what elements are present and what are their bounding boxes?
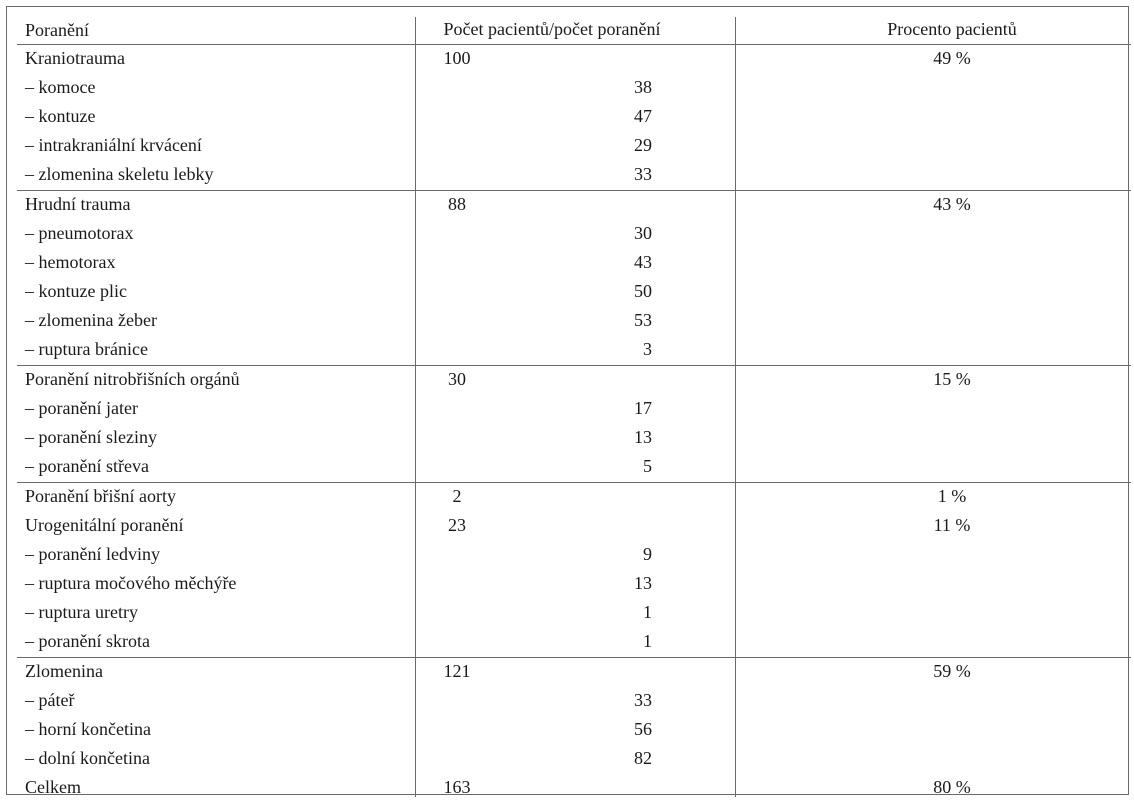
- row-patient-count: 2: [452, 486, 462, 506]
- table-body: Poranění Počet pacientů/počet poranění P…: [17, 17, 1131, 803]
- row-patient-count: 30: [448, 369, 466, 389]
- table-row: Zlomenina 121 59 %: [17, 657, 1131, 687]
- table-row: – zlomenina skeletu lebky 33: [17, 161, 1131, 190]
- row-injury-count: 13: [634, 573, 652, 593]
- row-injury-count: 33: [634, 164, 652, 184]
- row-label: – poranění ledviny: [25, 544, 160, 564]
- row-label: – poranění sleziny: [25, 427, 157, 447]
- table-row: – zlomenina žeber 53: [17, 307, 1131, 336]
- column-divider-1: [415, 17, 416, 797]
- row-label: – zlomenina žeber: [25, 310, 157, 330]
- row-label: – poranění jater: [25, 398, 138, 418]
- row-patient-count: 100: [443, 48, 471, 68]
- table-row: Poranění břišní aorty 2 1 %: [17, 482, 1131, 512]
- row-injury-count: 82: [634, 748, 652, 768]
- table-row: – kontuze 47: [17, 103, 1131, 132]
- row-injury-count: 29: [634, 135, 652, 155]
- row-label: – hemotorax: [25, 252, 116, 272]
- row-injury-count: 53: [634, 310, 652, 330]
- row-label: Urogenitální poranění: [25, 515, 184, 535]
- row-label: – kontuze: [25, 106, 96, 126]
- row-label: – zlomenina skeletu lebky: [25, 164, 214, 184]
- table-row: – poranění skrota 1: [17, 628, 1131, 657]
- table-row: – ruptura uretry 1: [17, 599, 1131, 628]
- table-row: Urogenitální poranění 23 11 %: [17, 512, 1131, 541]
- row-injury-count: 5: [643, 456, 652, 476]
- row-patient-count: 121: [443, 661, 471, 681]
- row-injury-count: 43: [634, 252, 652, 272]
- row-label: Kraniotrauma: [25, 48, 125, 68]
- table-row: Hrudní trauma 88 43 %: [17, 190, 1131, 220]
- row-label: Poranění břišní aorty: [25, 486, 176, 506]
- table-row: – kontuze plic 50: [17, 278, 1131, 307]
- row-label: – kontuze plic: [25, 281, 127, 301]
- table-row: – hemotorax 43: [17, 249, 1131, 278]
- table-row: – intrakraniální krvácení 29: [17, 132, 1131, 161]
- table-row: – poranění ledviny 9: [17, 541, 1131, 570]
- row-injury-count: 33: [634, 690, 652, 710]
- row-injury-count: 3: [643, 339, 652, 359]
- row-injury-count: 13: [634, 427, 652, 447]
- table-row: Celkem 163 80 %: [17, 774, 1131, 803]
- row-label: Poranění nitrobřišních orgánů: [25, 369, 240, 389]
- table-row: – horní končetina 56: [17, 716, 1131, 745]
- row-percent: 80 %: [933, 777, 971, 797]
- row-injury-count: 56: [634, 719, 652, 739]
- table-row: – poranění sleziny 13: [17, 424, 1131, 453]
- row-injury-count: 30: [634, 223, 652, 243]
- table-row: Poranění nitrobřišních orgánů 30 15 %: [17, 365, 1131, 395]
- row-label: – páteř: [25, 690, 75, 710]
- row-injury-count: 47: [634, 106, 652, 126]
- row-patient-count: 88: [448, 194, 466, 214]
- row-label: – komoce: [25, 77, 96, 97]
- row-percent: 15 %: [933, 369, 971, 389]
- header-patient-count: Počet pacientů/počet poranění: [443, 19, 661, 39]
- table-row: – ruptura bránice 3: [17, 336, 1131, 365]
- table-row: – pneumotorax 30: [17, 220, 1131, 249]
- row-label: – ruptura močového měchýře: [25, 573, 237, 593]
- row-injury-count: 1: [643, 631, 652, 651]
- table-row: Kraniotrauma 100 49 %: [17, 45, 1131, 74]
- row-label: – dolní končetina: [25, 748, 150, 768]
- row-label: – pneumotorax: [25, 223, 134, 243]
- row-injury-count: 9: [643, 544, 652, 564]
- table-row: – komoce 38: [17, 74, 1131, 103]
- row-label: – intrakraniální krvácení: [25, 135, 202, 155]
- header-patient-percent: Procento pacientů: [887, 19, 1017, 39]
- table-header-row: Poranění Počet pacientů/počet poranění P…: [17, 17, 1131, 45]
- row-percent: 1 %: [937, 486, 967, 506]
- row-patient-count: 163: [443, 777, 471, 797]
- row-percent: 49 %: [933, 48, 971, 68]
- row-injury-count: 1: [643, 602, 652, 622]
- table-row: – ruptura močového měchýře 13: [17, 570, 1131, 599]
- row-label: Zlomenina: [25, 661, 103, 681]
- table-row: – poranění střeva 5: [17, 453, 1131, 482]
- header-injury: Poranění: [25, 20, 89, 40]
- row-label: – ruptura uretry: [25, 602, 138, 622]
- row-label: – poranění střeva: [25, 456, 149, 476]
- row-percent: 59 %: [933, 661, 971, 681]
- row-percent: 43 %: [933, 194, 971, 214]
- row-label: – poranění skrota: [25, 631, 150, 651]
- row-injury-count: 17: [634, 398, 652, 418]
- injury-table: Poranění Počet pacientů/počet poranění P…: [6, 6, 1131, 797]
- row-patient-count: 23: [448, 515, 466, 535]
- row-injury-count: 38: [634, 77, 652, 97]
- row-label: Hrudní trauma: [25, 194, 131, 214]
- row-label: – horní končetina: [25, 719, 151, 739]
- row-label: – ruptura bránice: [25, 339, 148, 359]
- row-injury-count: 50: [634, 281, 652, 301]
- table-row: – páteř 33: [17, 687, 1131, 716]
- column-divider-2: [735, 17, 736, 797]
- row-label: Celkem: [25, 777, 81, 797]
- row-percent: 11 %: [933, 515, 971, 535]
- table-row: – dolní končetina 82: [17, 745, 1131, 774]
- table-row: – poranění jater 17: [17, 395, 1131, 424]
